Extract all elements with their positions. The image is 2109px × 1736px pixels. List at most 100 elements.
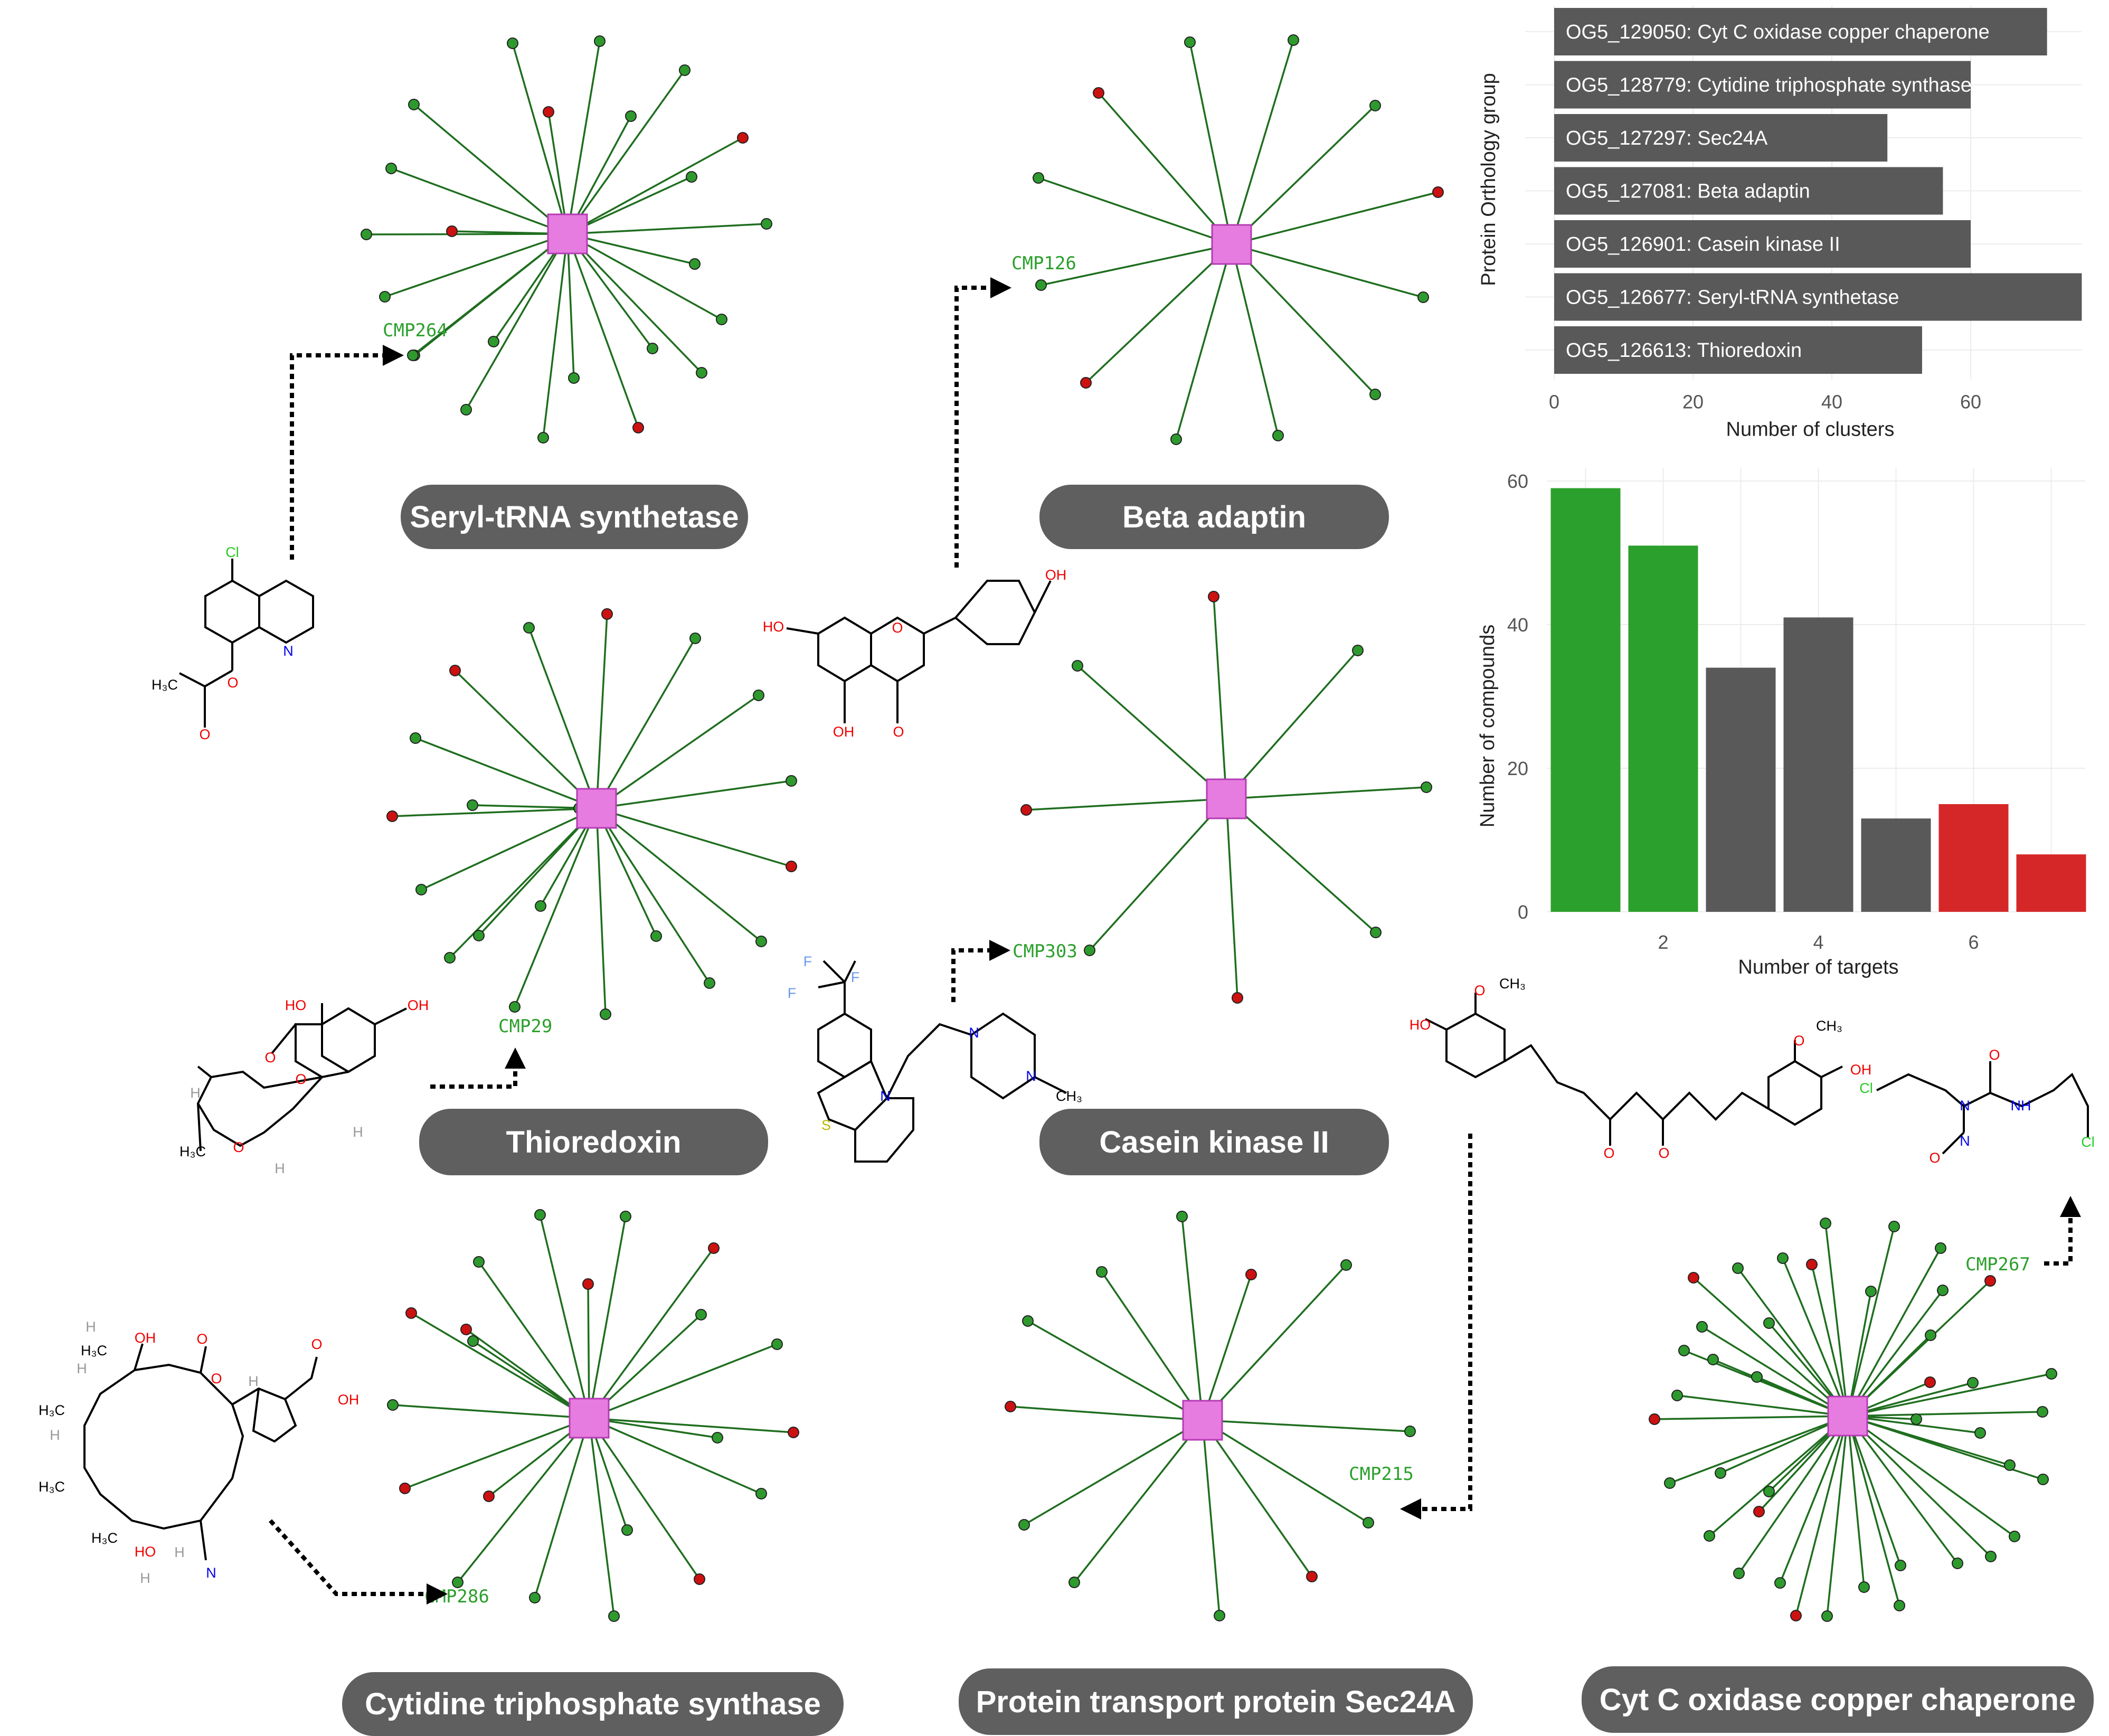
arrow-cmp264 [290, 345, 404, 560]
compound-node [534, 1209, 546, 1221]
svg-text:O: O [264, 1050, 276, 1065]
svg-text:OH: OH [833, 724, 855, 740]
svg-text:N: N [969, 1025, 979, 1041]
compound-node [415, 884, 427, 895]
svg-text:H₃C: H₃C [39, 1402, 65, 1418]
network-edge [1847, 1289, 1944, 1417]
compound-label: CMP264 [383, 320, 448, 341]
compound-node [1369, 389, 1381, 400]
compound-node [786, 775, 797, 787]
compound-node [1664, 1477, 1676, 1489]
structure-phenothiazine [817, 960, 1067, 1163]
compound-node [608, 1610, 620, 1622]
compound-node [2004, 1459, 2016, 1471]
network-edge [465, 1328, 590, 1419]
svg-text:HO: HO [1410, 1017, 1431, 1033]
svg-text:H₃C: H₃C [39, 1479, 65, 1495]
network-edge [1213, 596, 1227, 799]
network-edge [1847, 1248, 1942, 1417]
network-edge [1024, 1419, 1203, 1526]
network-edge [1073, 1419, 1204, 1583]
svg-text:O: O [1658, 1145, 1669, 1161]
network-edge [567, 233, 695, 265]
y-tick-label: 0 [1518, 901, 1528, 923]
compound-node [1671, 1390, 1683, 1401]
compound-node [696, 367, 707, 379]
compound-node [1421, 781, 1432, 793]
compound-node [1035, 279, 1047, 291]
compound-node [405, 1307, 417, 1319]
compound-node [1696, 1321, 1708, 1333]
structure-macrocycle-nitrile [83, 1343, 318, 1561]
network-edge [1738, 1416, 1849, 1574]
compound-node [1072, 660, 1083, 672]
network-edge [1811, 1264, 1849, 1417]
compound-node [1985, 1551, 1997, 1562]
compound-node [467, 1335, 479, 1347]
svg-text:H₃C: H₃C [179, 1144, 206, 1159]
network-edge [1231, 243, 1376, 395]
network-edge [392, 807, 597, 817]
bar [1861, 818, 1931, 912]
compound-node [1208, 591, 1219, 602]
svg-text:H: H [77, 1361, 87, 1376]
compound-node [695, 1309, 707, 1320]
compound-node [1777, 1252, 1789, 1264]
compound-node [686, 171, 697, 183]
compound-node [410, 732, 421, 744]
bar [1554, 114, 1888, 162]
compound-node [399, 1483, 411, 1494]
structure-curcumin [1425, 993, 1843, 1146]
network-3 [1020, 591, 1432, 1004]
network-edge [1076, 665, 1227, 800]
structure-macrolactone-pyran [196, 1003, 407, 1152]
compound-node [716, 314, 727, 325]
svg-text:H: H [248, 1373, 259, 1389]
compound-node [1214, 1610, 1225, 1621]
bar [1706, 667, 1776, 912]
network-edge [595, 638, 696, 809]
svg-text:HO: HO [285, 997, 307, 1013]
network-edge [1847, 1415, 2016, 1537]
compound-node [594, 35, 606, 47]
arrow-cmp267 [2044, 1196, 2081, 1266]
network-edge [566, 233, 575, 379]
network-edge [1847, 1226, 1895, 1417]
network-edge [1189, 42, 1233, 245]
svg-text:O: O [1989, 1047, 2000, 1063]
networks-layer [361, 34, 2057, 1622]
compound-node [483, 1490, 495, 1502]
bar [1554, 273, 2082, 321]
compound-node [1068, 1577, 1080, 1588]
svg-text:H: H [86, 1319, 96, 1335]
compound-node [632, 422, 644, 433]
network-label-thioredoxin: Thioredoxin [419, 1109, 768, 1175]
network-edge [1231, 244, 1279, 436]
bar-label: OG5_128779: Cytidine triphosphate syntha… [1566, 74, 1972, 97]
arrow-cmp126 [954, 277, 1011, 568]
x-tick-label: 4 [1813, 931, 1823, 953]
compound-node [1404, 1426, 1416, 1437]
network-edge [1038, 177, 1232, 246]
bar-label: OG5_127297: Sec24A [1566, 127, 1768, 149]
network-edge [595, 614, 608, 809]
network-edge [1027, 1320, 1203, 1421]
compound-node [386, 810, 398, 822]
network-label-cytidine-triphosphate-synthase: Cytidine triphosphate synthase [342, 1672, 844, 1736]
network-edge [1226, 786, 1427, 800]
network-edge [595, 808, 657, 937]
network-edge [534, 1418, 590, 1598]
bar [1550, 488, 1621, 912]
network-edge [1202, 1419, 1313, 1578]
network-edge [1202, 1264, 1347, 1421]
network-edge [1231, 243, 1424, 298]
network-edge [478, 1261, 590, 1419]
network-edge [588, 1216, 627, 1419]
network-edge [457, 1417, 590, 1583]
network-edge [1231, 105, 1376, 246]
compound-node [694, 1573, 705, 1585]
network-edge [465, 233, 569, 410]
compound-node [601, 608, 613, 620]
svg-text:NH: NH [2011, 1098, 2031, 1114]
compound-node [1974, 1427, 1986, 1439]
